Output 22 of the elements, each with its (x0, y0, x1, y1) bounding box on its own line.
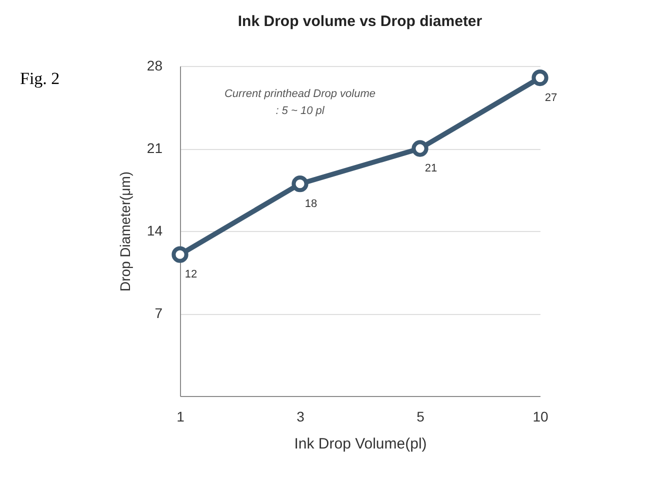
y-tick-label: 21 (146, 140, 163, 156)
point (172, 246, 188, 263)
y-axis-title: Drop Diameter(μm) (116, 171, 133, 292)
data-label: 21 (424, 162, 438, 174)
data-label: 18 (304, 198, 318, 210)
caption: Fig. 2 (20, 69, 60, 88)
point (292, 176, 308, 192)
y-tick-label: 28 (146, 58, 163, 74)
x-tick-label: 3 (296, 408, 305, 424)
chart-title: Ink Drop volume vs Drop diameter (238, 13, 482, 30)
x-tick-label: 5 (416, 408, 425, 424)
y-tick-label: 7 (154, 305, 163, 321)
data-label: 12 (184, 268, 198, 281)
x-tick-label: 10 (532, 408, 548, 424)
x-axis-title: Ink Drop Volume(pl) (294, 436, 427, 452)
x-tick-label: 1 (176, 408, 185, 424)
y-tick-label: 14 (146, 222, 163, 238)
point (532, 69, 548, 86)
point (412, 140, 428, 157)
annotation: Current printhead Drop volume (224, 88, 376, 100)
data-label: 27 (544, 92, 558, 104)
annotation: : 5 ~ 10 pl (276, 105, 325, 117)
